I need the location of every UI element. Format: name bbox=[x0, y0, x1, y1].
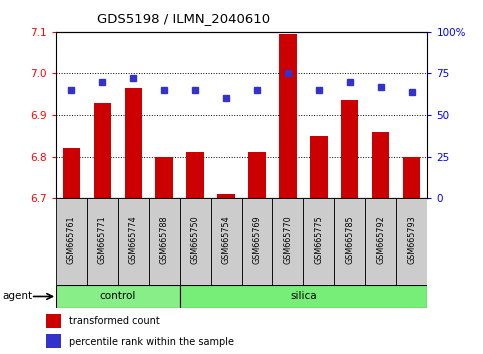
Bar bbox=[217, 194, 235, 198]
Bar bbox=[311, 136, 327, 198]
Text: GSM665754: GSM665754 bbox=[222, 216, 230, 264]
Bar bbox=[334, 198, 366, 285]
Bar bbox=[62, 148, 80, 198]
Text: GSM665785: GSM665785 bbox=[345, 216, 355, 264]
Bar bbox=[117, 198, 149, 285]
Bar bbox=[156, 157, 172, 198]
Bar bbox=[397, 198, 427, 285]
Bar bbox=[56, 198, 86, 285]
Bar bbox=[46, 314, 61, 328]
Text: agent: agent bbox=[2, 291, 32, 302]
Bar bbox=[242, 198, 272, 285]
Bar bbox=[341, 101, 358, 198]
Text: control: control bbox=[99, 291, 136, 302]
Bar bbox=[46, 334, 61, 348]
Bar bbox=[372, 132, 389, 198]
Bar bbox=[180, 285, 427, 308]
Bar bbox=[56, 285, 180, 308]
Bar bbox=[272, 198, 303, 285]
Text: GDS5198 / ILMN_2040610: GDS5198 / ILMN_2040610 bbox=[97, 12, 270, 25]
Bar bbox=[149, 198, 180, 285]
Bar bbox=[248, 153, 266, 198]
Text: GSM665771: GSM665771 bbox=[98, 216, 107, 264]
Bar bbox=[94, 103, 111, 198]
Text: percentile rank within the sample: percentile rank within the sample bbox=[69, 337, 234, 347]
Bar bbox=[86, 198, 117, 285]
Text: silica: silica bbox=[290, 291, 317, 302]
Bar bbox=[303, 198, 334, 285]
Text: GSM665774: GSM665774 bbox=[128, 216, 138, 264]
Bar bbox=[366, 198, 397, 285]
Text: GSM665788: GSM665788 bbox=[159, 216, 169, 264]
Text: GSM665761: GSM665761 bbox=[67, 216, 75, 264]
Text: GSM665792: GSM665792 bbox=[376, 216, 385, 264]
Text: GSM665750: GSM665750 bbox=[190, 216, 199, 264]
Bar bbox=[403, 157, 421, 198]
Bar bbox=[211, 198, 242, 285]
Text: GSM665793: GSM665793 bbox=[408, 216, 416, 264]
Bar bbox=[186, 153, 203, 198]
Text: GSM665770: GSM665770 bbox=[284, 216, 293, 264]
Bar bbox=[280, 34, 297, 198]
Text: transformed count: transformed count bbox=[69, 316, 159, 326]
Bar bbox=[125, 88, 142, 198]
Bar bbox=[180, 198, 211, 285]
Text: GSM665769: GSM665769 bbox=[253, 216, 261, 264]
Text: GSM665775: GSM665775 bbox=[314, 216, 324, 264]
